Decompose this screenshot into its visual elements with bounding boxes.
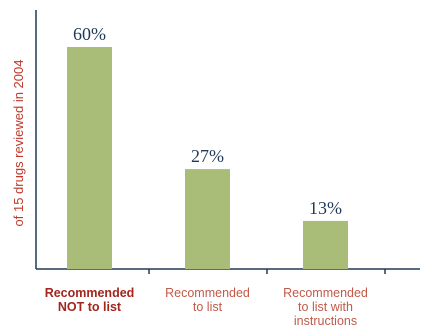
bar-value-label: 27% [191, 146, 224, 166]
bars-group [67, 47, 348, 269]
category-labels-group: Recommended NOT to list Recommended to list… [45, 286, 368, 328]
bar-value-label: 60% [73, 24, 106, 44]
category-label: Recommended to list with instructions [283, 286, 368, 328]
category-label: Recommended NOT to list [45, 286, 135, 314]
bar [185, 169, 230, 269]
bar [67, 47, 112, 269]
bar [303, 220, 348, 269]
category-label: Recommended to list [165, 286, 250, 314]
value-labels-group: 60% 27% 13% [73, 24, 342, 218]
bar-value-label: 13% [309, 198, 342, 218]
y-axis-label: of 15 drugs reviewed in 2004 [11, 60, 26, 227]
